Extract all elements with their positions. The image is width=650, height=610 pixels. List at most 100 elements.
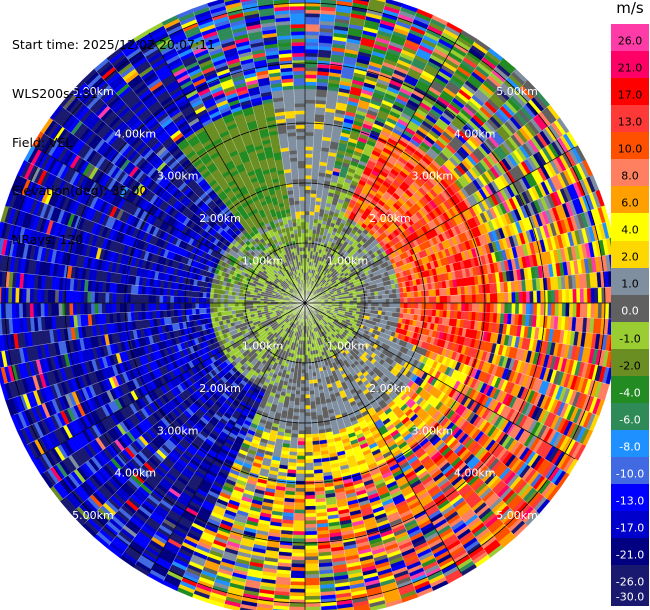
gate [304,203,311,208]
gate [525,290,531,304]
gate [565,288,570,304]
gate [367,299,372,304]
gate [304,45,319,50]
gate [304,48,319,54]
gate [511,302,516,315]
gate [370,306,376,311]
gate [518,291,524,304]
gate [310,193,317,198]
gate [410,297,416,304]
gate [304,214,310,219]
gate [504,292,509,304]
gate [604,302,610,320]
gate [572,302,578,318]
gate [439,302,444,311]
gate [304,196,311,201]
gate [304,160,313,165]
gate [396,302,401,309]
gate [304,99,316,104]
gate [590,287,596,304]
gate [522,291,527,304]
gate [378,306,383,312]
gate [304,210,311,216]
gate [388,293,394,299]
gate [604,286,610,304]
gate [579,288,585,304]
gate [304,84,317,90]
gate [504,302,509,314]
gate [304,138,314,144]
gate [547,302,552,317]
gate [304,174,312,180]
gate [554,302,560,317]
gate [468,293,473,304]
gate [336,0,354,3]
gate [360,299,365,304]
gate [304,236,309,241]
gate [551,302,556,317]
gate [385,306,390,313]
gate [507,302,513,315]
gate [479,293,484,304]
gate [417,296,423,304]
gate [525,302,531,316]
gate [413,308,419,316]
gate [304,178,312,183]
gate [439,295,444,304]
gate [446,295,452,304]
gate [435,302,441,311]
gate [529,302,534,316]
gate [374,298,380,304]
gate [443,295,448,304]
gate [304,81,317,86]
gate [540,290,545,304]
gate [304,250,308,255]
gate [385,293,390,300]
gate [428,302,434,310]
gate [304,20,321,25]
gate [554,289,560,304]
gate [304,41,319,47]
gate [304,74,318,79]
gate [461,302,466,312]
gate [381,294,387,300]
gate [579,302,585,318]
gate [547,289,552,304]
gate [382,302,387,308]
gate [583,287,588,304]
gate [515,291,520,304]
gate [399,292,405,299]
gate [558,302,563,317]
gate [371,302,376,307]
gate [310,185,318,191]
gate [304,128,315,133]
gate [435,295,441,304]
gate [304,218,310,223]
gate [374,302,380,308]
gate [304,124,315,129]
gate [414,296,419,304]
gate [533,290,538,304]
gate [414,302,419,310]
gate [529,290,534,304]
gate [479,302,484,313]
gate [304,9,321,14]
gate [389,302,394,308]
gate [392,302,398,309]
gate [310,189,318,195]
gate [432,295,437,304]
gate [551,289,556,304]
gate [304,232,309,237]
gate [486,293,491,304]
gate [349,300,354,304]
gate [304,228,310,234]
gate [497,302,502,314]
gate [403,297,408,304]
gate [328,0,338,1]
gate [432,302,437,311]
gate [304,149,314,155]
gate [309,207,316,212]
gate [425,296,430,304]
gate [450,302,455,312]
gate [304,27,320,32]
